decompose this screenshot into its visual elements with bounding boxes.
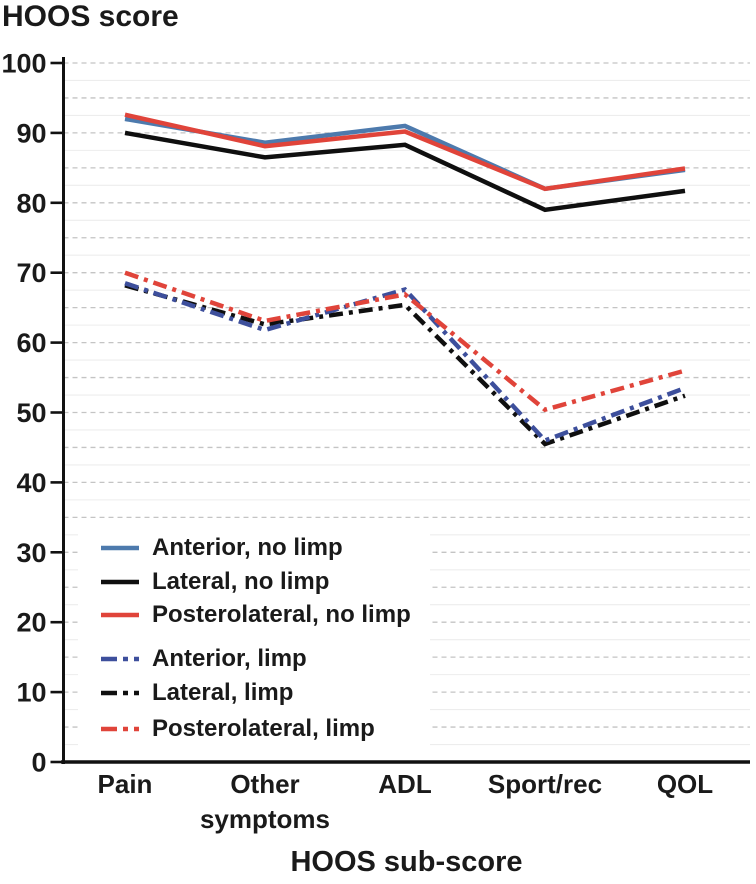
y-tick-label: 80 <box>16 188 46 218</box>
legend-item: Anterior, limp <box>78 644 307 674</box>
y-tick-label: 20 <box>16 608 46 638</box>
legend-item: Lateral, no limp <box>78 567 329 597</box>
legend-item: Posterolateral, no limp <box>78 600 411 630</box>
y-tick-label: 70 <box>16 258 46 288</box>
x-tick-label: QOL <box>657 769 713 799</box>
y-tick-label: 100 <box>1 49 46 79</box>
legend-item: Lateral, limp <box>78 678 293 708</box>
series-line-anterior-limp <box>124 281 686 444</box>
dashdot-line-swatch-icon <box>101 690 139 696</box>
y-tick-label: 40 <box>16 468 46 498</box>
dashdot-line-swatch-icon <box>101 656 139 662</box>
solid-line-swatch-icon <box>101 579 139 585</box>
solid-line-swatch-icon <box>101 612 139 618</box>
legend-label: Lateral, no limp <box>152 568 330 595</box>
x-tick-label: Pain <box>98 769 153 799</box>
y-tick-label: 50 <box>16 398 46 428</box>
solid-line-swatch-icon <box>101 545 139 551</box>
legend-item: Posterolateral, limp <box>78 714 375 744</box>
y-tick-label: 90 <box>16 118 46 148</box>
legend-label: Lateral, limp <box>152 679 294 706</box>
x-tick-label: Other symptoms <box>200 769 330 834</box>
x-axis-title: HOOS sub-score <box>290 846 523 878</box>
series-line-lateral-limp <box>124 283 686 447</box>
y-tick-label: 60 <box>16 328 46 358</box>
series-line-posterolateral-limp <box>124 270 686 413</box>
legend-label: Anterior, no limp <box>152 534 343 561</box>
y-tick-label: 0 <box>31 748 46 778</box>
x-tick-label: Sport/rec <box>488 769 602 799</box>
legend-label: Posterolateral, no limp <box>152 601 411 628</box>
series-line-posterolateral-no-limp <box>124 112 686 192</box>
legend: Anterior, no limp Lateral, no limp Postero… <box>78 521 430 753</box>
legend-item: Anterior, no limp <box>78 533 343 563</box>
series-line-lateral-no-limp <box>124 130 686 213</box>
dashdot-line-swatch-icon <box>101 726 139 732</box>
legend-label: Posterolateral, limp <box>152 715 375 742</box>
x-tick-label: ADL <box>378 769 432 799</box>
y-tick-label: 30 <box>16 538 46 568</box>
y-tick-label: 10 <box>16 678 46 708</box>
legend-label: Anterior, limp <box>152 645 307 672</box>
y-axis-title: HOOS score <box>2 0 179 33</box>
